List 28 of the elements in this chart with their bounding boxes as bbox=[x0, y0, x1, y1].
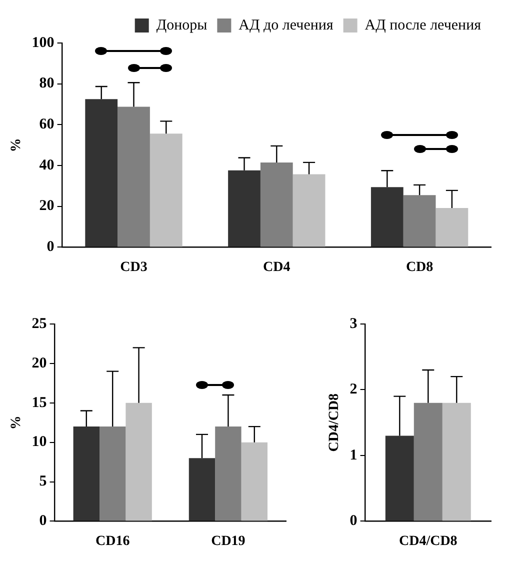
legend-label: Доноры bbox=[156, 17, 208, 34]
x-tick-label: CD3 bbox=[120, 260, 148, 276]
y-tick-label: 3 bbox=[350, 316, 358, 332]
y-tick-label: 80 bbox=[39, 76, 54, 92]
y-tick-label: 1 bbox=[350, 447, 358, 464]
y-tick-label: 10 bbox=[32, 434, 47, 450]
y-tick-label: 60 bbox=[39, 116, 54, 133]
y-axis-title: % bbox=[9, 416, 24, 430]
y-axis-title: % bbox=[9, 138, 24, 152]
y-tick-label: 25 bbox=[32, 316, 47, 332]
y-tick-label: 100 bbox=[32, 34, 54, 51]
y-tick-label: 0 bbox=[46, 239, 54, 256]
y-tick-label: 2 bbox=[350, 382, 358, 398]
y-tick-label: 20 bbox=[32, 355, 47, 372]
x-tick-label: CD16 bbox=[95, 534, 130, 550]
legend-label: АД после лечения bbox=[364, 17, 482, 34]
x-tick-label: CD4/CD8 bbox=[398, 534, 458, 550]
y-tick-label: 5 bbox=[39, 474, 47, 490]
y-axis-title: CD4/CD8 bbox=[327, 393, 342, 452]
x-tick-label: CD8 bbox=[406, 260, 434, 276]
legend-label: АД до лечения bbox=[238, 17, 334, 34]
x-tick-label: CD4 bbox=[263, 260, 290, 276]
y-tick-label: 0 bbox=[39, 513, 47, 530]
y-tick-label: 0 bbox=[350, 513, 358, 530]
y-tick-label: 20 bbox=[39, 198, 54, 214]
x-tick-label: CD19 bbox=[211, 534, 246, 550]
y-tick-label: 40 bbox=[39, 157, 54, 174]
y-tick-label: 15 bbox=[32, 394, 47, 411]
